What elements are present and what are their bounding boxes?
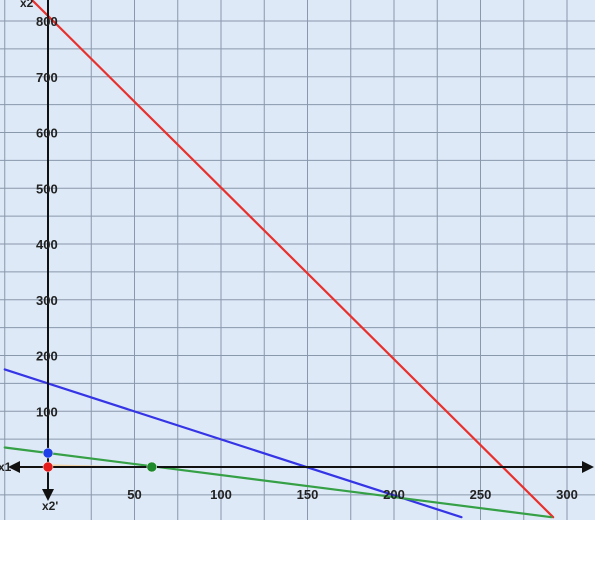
x-tick-label: 200 — [383, 487, 405, 502]
x-axis-left-arrow-icon — [8, 461, 20, 473]
x-axis-right-arrow-icon — [582, 461, 594, 473]
plot-background — [0, 0, 595, 520]
y-tick-label: 400 — [36, 237, 58, 252]
x-axis-label: x1 — [0, 460, 12, 474]
x-tick-label: 100 — [210, 487, 232, 502]
y-tick-label: 100 — [36, 404, 58, 419]
point-marker-1 — [42, 461, 54, 473]
grid — [0, 0, 595, 520]
x-tick-label: 150 — [297, 487, 319, 502]
y-tick-label: 800 — [36, 14, 58, 29]
series-lines — [3, 0, 555, 519]
x-tick-label: 50 — [127, 487, 141, 502]
points — [42, 447, 158, 473]
y-tick-label: 500 — [36, 181, 58, 196]
series-line-2 — [3, 368, 463, 519]
y-axis-negative-label: x2' — [42, 499, 58, 513]
y-tick-label: 700 — [36, 70, 58, 85]
axes — [8, 0, 594, 501]
point-marker-2 — [42, 447, 54, 459]
x-tick-label: 250 — [470, 487, 492, 502]
series-line-1 — [30, 0, 555, 519]
y-tick-label: 300 — [36, 293, 58, 308]
y-axis-label: x2 — [20, 0, 34, 10]
y-tick-label: 200 — [36, 349, 58, 364]
y-axis-down-arrow-icon — [42, 489, 54, 501]
y-tick-label: 600 — [36, 126, 58, 141]
series-line-3 — [3, 446, 553, 519]
point-marker-3 — [146, 461, 158, 473]
tick-labels: 100 200 300 400 500 600 700 800 50 100 150 200 250 30… — [20, 0, 578, 502]
x-tick-label: 300 — [556, 487, 578, 502]
